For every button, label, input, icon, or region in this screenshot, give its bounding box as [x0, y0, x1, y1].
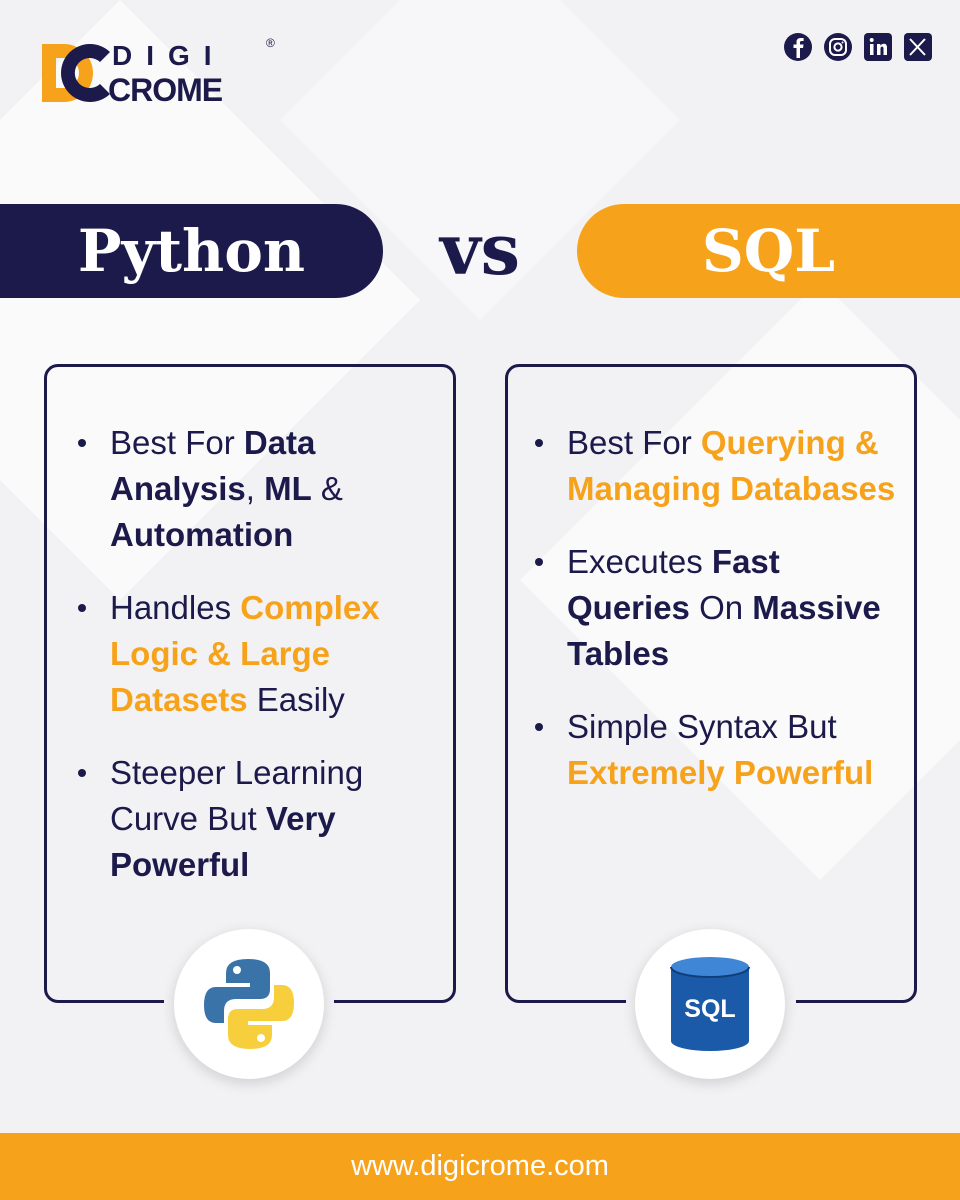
bullet-text: Easily: [247, 681, 345, 718]
bullet-point: Best For Data Analysis, ML & Automation: [78, 420, 440, 558]
x-icon[interactable]: [904, 33, 932, 61]
bullet-text: Querying & Managing Databases: [567, 424, 896, 507]
bullet-text: Massive Tables: [567, 589, 881, 672]
vs-label: vs: [439, 208, 521, 291]
bullet-point: Simple Syntax But Extremely Powerful: [535, 704, 897, 796]
python-points: Best For Data Analysis, ML & Automation H…: [78, 420, 440, 915]
sql-title: SQL: [701, 217, 836, 285]
bullet-point: Steeper Learning Curve But Very Powerful: [78, 750, 440, 888]
bullet-text: &: [311, 470, 343, 507]
bullet-text: Handles: [110, 589, 241, 626]
bullet-text: Fast Queries: [567, 543, 780, 626]
bullet-text: Complex Logic & Large Datasets: [110, 589, 380, 718]
sql-icon-label: SQL: [684, 995, 736, 1023]
sql-points: Best For Querying & Managing Databases Ex…: [535, 420, 897, 823]
bullet-text: Executes: [567, 543, 712, 580]
bullet-text: ML: [264, 470, 312, 507]
logo-registered: ®: [266, 36, 275, 50]
logo-bottom: CROME: [108, 72, 223, 108]
footer-bar: www.digicrome.com: [0, 1133, 960, 1200]
python-pill: Python: [0, 204, 383, 298]
python-icon-circle: [174, 929, 324, 1079]
logo-mark: [42, 44, 110, 102]
bullet-point: Best For Querying & Managing Databases: [535, 420, 897, 512]
python-title: Python: [77, 217, 306, 285]
bullet-text: Data Analysis: [110, 424, 316, 507]
bullet-text: Extremely Powerful: [567, 754, 874, 791]
sql-icon-circle: SQL: [635, 929, 785, 1079]
bullet-text: Best For: [110, 424, 244, 461]
bullet-text: Automation: [110, 516, 294, 553]
social-icons: [784, 33, 932, 61]
bullet-text: On: [689, 589, 753, 626]
facebook-icon[interactable]: [784, 33, 812, 61]
bullet-point: Executes Fast Queries On Massive Tables: [535, 539, 897, 677]
bullet-text: Steeper Learning Curve But: [110, 754, 364, 837]
bullet-text: Very Powerful: [110, 800, 336, 883]
linkedin-icon[interactable]: [864, 33, 892, 61]
bullet-text: Best For: [567, 424, 701, 461]
logo-top: DIGI: [112, 40, 226, 71]
python-logo: [204, 959, 294, 1049]
sql-pill: SQL: [577, 204, 960, 298]
bullet-text: ,: [245, 470, 265, 507]
bullet-text: Simple Syntax But: [567, 708, 837, 745]
bullet-point: Handles Complex Logic & Large Datasets E…: [78, 585, 440, 723]
footer-url[interactable]: www.digicrome.com: [351, 1150, 609, 1182]
instagram-icon[interactable]: [824, 33, 852, 61]
sql-cylinder: [670, 957, 750, 1051]
